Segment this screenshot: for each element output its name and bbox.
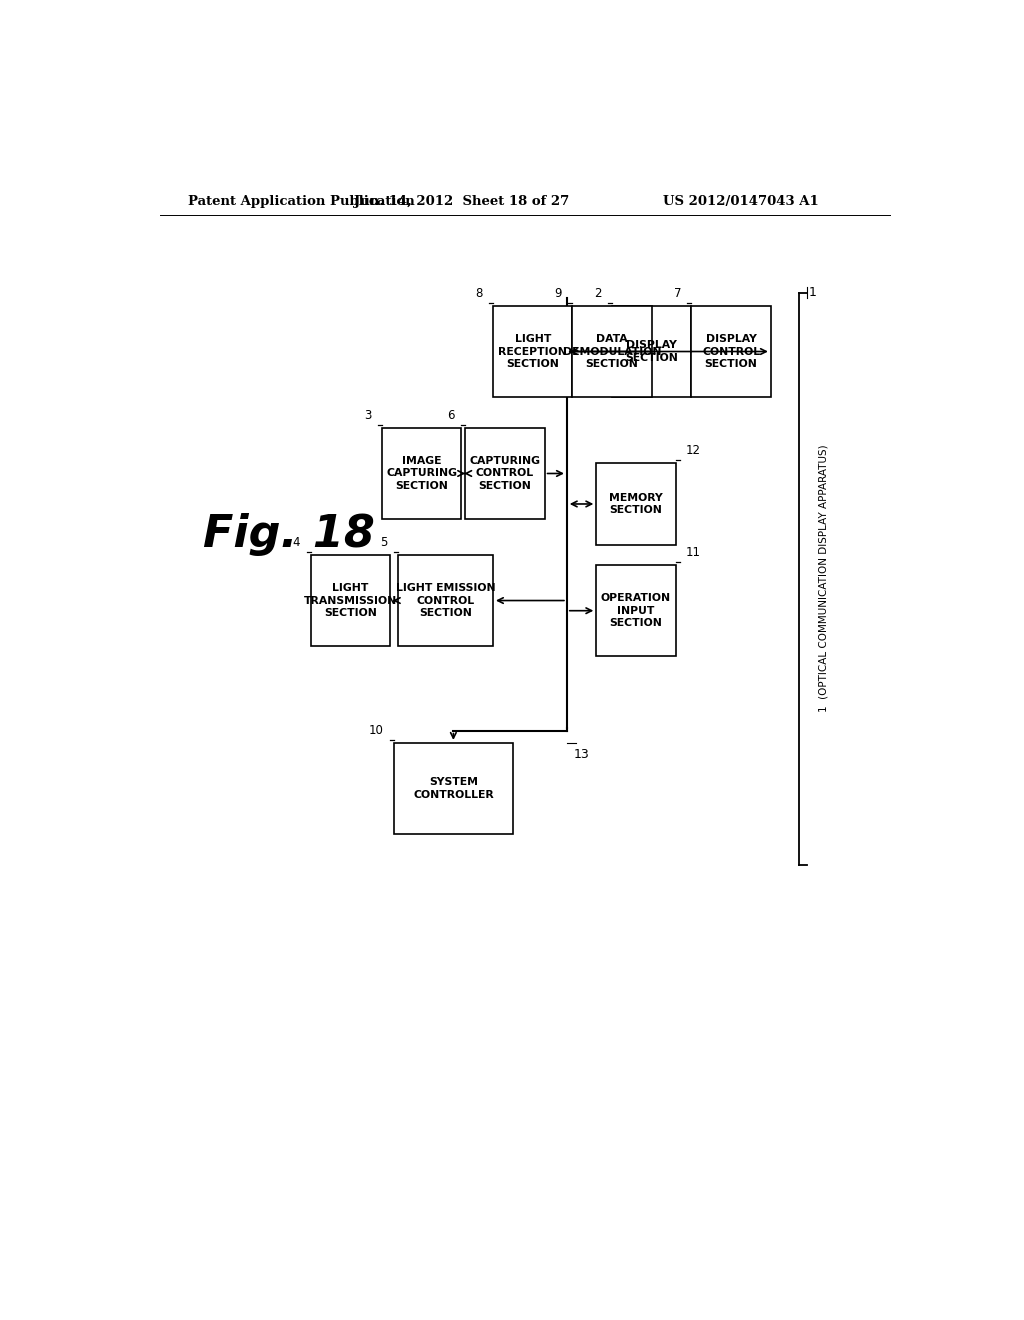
- Text: LIGHT
TRANSMISSION
SECTION: LIGHT TRANSMISSION SECTION: [303, 582, 397, 618]
- Bar: [596, 463, 676, 545]
- Bar: [612, 306, 691, 397]
- Text: Jun. 14, 2012  Sheet 18 of 27: Jun. 14, 2012 Sheet 18 of 27: [353, 194, 569, 207]
- Bar: [494, 306, 572, 397]
- Text: 6: 6: [447, 409, 455, 421]
- Text: DATA
DEMODULATION
SECTION: DATA DEMODULATION SECTION: [563, 334, 662, 370]
- Text: OPERATION
INPUT
SECTION: OPERATION INPUT SECTION: [601, 593, 671, 628]
- Text: LIGHT EMISSION
CONTROL
SECTION: LIGHT EMISSION CONTROL SECTION: [395, 582, 496, 618]
- Bar: [382, 428, 461, 519]
- Text: CAPTURING
CONTROL
SECTION: CAPTURING CONTROL SECTION: [469, 455, 541, 491]
- Bar: [310, 554, 390, 647]
- Text: 9: 9: [555, 286, 562, 300]
- Bar: [394, 743, 513, 834]
- Bar: [691, 306, 771, 397]
- Text: IMAGE
CAPTURING
SECTION: IMAGE CAPTURING SECTION: [386, 455, 457, 491]
- Text: 10: 10: [369, 723, 384, 737]
- Text: 4: 4: [293, 536, 300, 549]
- Text: 5: 5: [380, 536, 387, 549]
- Text: 12: 12: [686, 445, 700, 457]
- Bar: [465, 428, 545, 519]
- Text: 13: 13: [573, 748, 589, 760]
- Bar: [596, 565, 676, 656]
- Text: Patent Application Publication: Patent Application Publication: [187, 194, 415, 207]
- Bar: [397, 554, 494, 647]
- Text: MEMORY
SECTION: MEMORY SECTION: [609, 492, 663, 515]
- Text: SYSTEM
CONTROLLER: SYSTEM CONTROLLER: [413, 777, 494, 800]
- Text: Fig. 18: Fig. 18: [204, 513, 375, 556]
- Text: 7: 7: [674, 286, 681, 300]
- Text: DISPLAY
SECTION: DISPLAY SECTION: [626, 341, 678, 363]
- Text: 2: 2: [594, 286, 602, 300]
- Text: US 2012/0147043 A1: US 2012/0147043 A1: [663, 194, 818, 207]
- Text: 1  (OPTICAL COMMUNICATION DISPLAY APPARATUS): 1 (OPTICAL COMMUNICATION DISPLAY APPARAT…: [819, 445, 829, 713]
- Text: 1: 1: [809, 286, 817, 300]
- Text: DISPLAY
CONTROL
SECTION: DISPLAY CONTROL SECTION: [702, 334, 760, 370]
- Text: 11: 11: [686, 546, 700, 558]
- Text: 8: 8: [475, 286, 482, 300]
- Text: LIGHT
RECEPTION
SECTION: LIGHT RECEPTION SECTION: [499, 334, 567, 370]
- Bar: [572, 306, 651, 397]
- Text: 3: 3: [365, 409, 372, 421]
